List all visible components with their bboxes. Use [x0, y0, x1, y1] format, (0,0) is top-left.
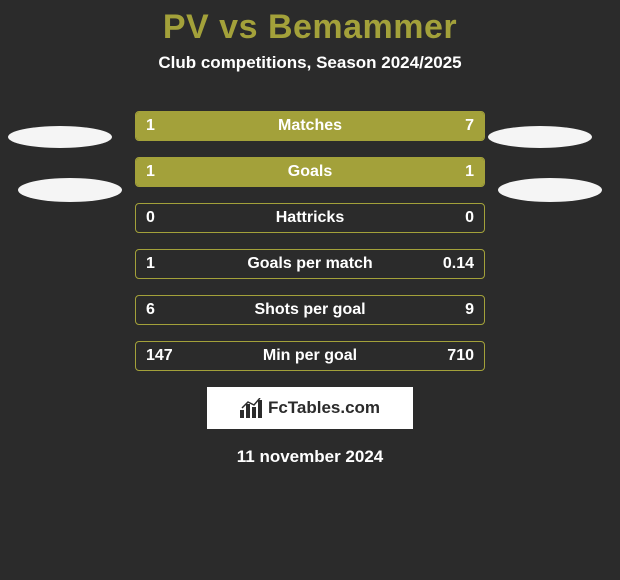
stat-left-value: 1	[146, 117, 155, 135]
decorative-ellipse	[8, 126, 112, 148]
brand-badge[interactable]: FcTables.com	[207, 387, 413, 429]
stat-fill-left	[136, 112, 180, 140]
stat-right-value: 0	[465, 209, 474, 227]
stat-fill-right	[310, 158, 484, 186]
chart-icon	[240, 398, 262, 418]
title-vs: vs	[219, 8, 258, 46]
stat-row: 6 Shots per goal 9	[135, 295, 485, 325]
stat-label: Hattricks	[276, 209, 344, 227]
stat-left-value: 1	[146, 163, 155, 181]
stat-right-value: 7	[465, 117, 474, 135]
decorative-ellipse	[498, 178, 602, 202]
stat-right-value: 0.14	[443, 255, 474, 273]
title-left-player: PV	[163, 8, 209, 46]
brand-text: FcTables.com	[268, 398, 380, 418]
stat-fill-left	[136, 158, 310, 186]
stat-left-value: 147	[146, 347, 173, 365]
stat-row: 147 Min per goal 710	[135, 341, 485, 371]
date-text: 11 november 2024	[0, 447, 620, 467]
stat-left-value: 1	[146, 255, 155, 273]
stat-left-value: 6	[146, 301, 155, 319]
stat-row: 0 Hattricks 0	[135, 203, 485, 233]
stats-container: 1 Matches 7 1 Goals 1 0 Hattricks 0 1 Goals per ma…	[0, 111, 620, 371]
stat-row: 1 Matches 7	[135, 111, 485, 141]
stat-right-value: 1	[465, 163, 474, 181]
stat-label: Matches	[278, 117, 342, 135]
stat-right-value: 710	[447, 347, 474, 365]
subtitle: Club competitions, Season 2024/2025	[0, 53, 620, 73]
stat-label: Shots per goal	[254, 301, 365, 319]
stat-label: Goals	[288, 163, 332, 181]
stat-row: 1 Goals per match 0.14	[135, 249, 485, 279]
decorative-ellipse	[18, 178, 122, 202]
title-right-player: Bemammer	[268, 8, 457, 46]
page-title: PV vs Bemammer	[0, 0, 620, 47]
stat-right-value: 9	[465, 301, 474, 319]
stat-left-value: 0	[146, 209, 155, 227]
stat-label: Min per goal	[263, 347, 357, 365]
stat-label: Goals per match	[247, 255, 372, 273]
stat-row: 1 Goals 1	[135, 157, 485, 187]
decorative-ellipse	[488, 126, 592, 148]
